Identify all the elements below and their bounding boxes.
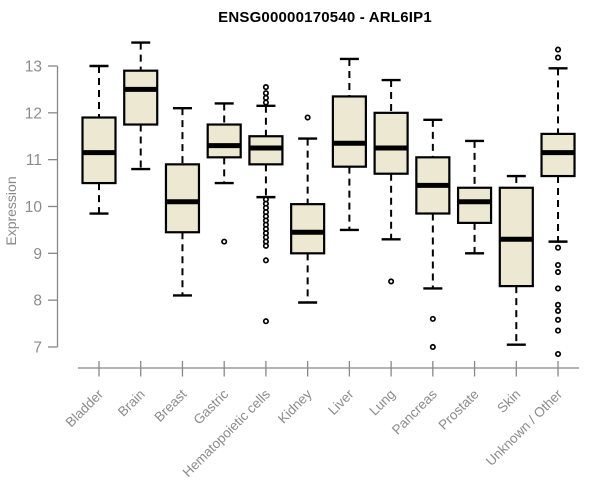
box-prostate <box>456 139 493 255</box>
outlier-point <box>554 46 562 53</box>
box-lung <box>373 78 409 285</box>
x-tick-label: Pancreas <box>389 386 440 437</box>
x-tick-label: Liver <box>325 386 357 418</box>
iqr-box <box>373 111 409 175</box>
outlier-point <box>554 269 562 276</box>
x-tick-label: Gastric <box>190 386 231 427</box>
outlier-point <box>262 257 269 264</box>
outlier-point <box>262 84 269 91</box>
y-tick-label: 12 <box>25 105 42 122</box>
y-tick-label: 10 <box>25 199 43 216</box>
iqr-box <box>290 203 326 255</box>
outlier-point <box>554 327 562 334</box>
outlier-point <box>429 315 436 322</box>
box-gastric <box>206 102 242 245</box>
box-kidney <box>290 114 326 304</box>
outlier-point <box>429 343 436 351</box>
box-pancreas <box>415 118 451 351</box>
box-skin <box>498 174 534 346</box>
outlier-point <box>304 114 311 121</box>
y-tick-label: 7 <box>33 340 42 357</box>
outlier-point <box>262 90 269 97</box>
outlier-point <box>554 301 562 308</box>
outlier-point <box>262 94 269 101</box>
iqr-box <box>123 69 159 126</box>
x-tick-label: Brain <box>115 387 148 420</box>
x-tick-label: Breast <box>151 386 189 424</box>
outlier-point <box>221 238 228 245</box>
x-tick-label: Unknown / Other <box>483 386 566 469</box>
box-bladder <box>81 64 117 215</box>
y-axis-label: Expression <box>3 176 19 246</box>
iqr-box <box>456 186 493 224</box>
iqr-box <box>206 123 242 159</box>
iqr-box <box>331 95 367 168</box>
outlier-point <box>554 261 562 269</box>
y-tick-label: 8 <box>33 293 42 310</box>
iqr-box <box>164 163 201 234</box>
outlier-point <box>262 318 269 325</box>
outlier-point <box>262 99 269 106</box>
box-hematopoietic-cells <box>248 84 284 325</box>
y-tick-label: 13 <box>25 59 42 76</box>
outlier-point <box>554 54 562 61</box>
x-tick-label: Lung <box>366 387 398 419</box>
x-tick-label: Skin <box>494 387 523 416</box>
outlier-point <box>388 278 395 285</box>
outlier-point <box>554 307 562 314</box>
box-unknown-other <box>540 46 576 358</box>
y-tick-label: 11 <box>26 152 42 169</box>
outlier-point <box>554 244 562 251</box>
x-tick-label: Kidney <box>275 386 315 426</box>
outlier-point <box>554 285 562 292</box>
x-tick-label: Bladder <box>63 386 107 430</box>
box-breast <box>164 106 201 297</box>
box-brain <box>123 41 159 171</box>
outlier-point <box>554 316 562 323</box>
x-tick-label: Prostate <box>436 387 482 433</box>
chart-title: ENSG00000170540 - ARL6IP1 <box>218 9 432 26</box>
y-axis: 7 8 9 10 11 12 13 <box>25 59 59 357</box>
outlier-point <box>262 242 269 249</box>
box-liver <box>331 57 367 232</box>
outlier-point <box>554 350 562 358</box>
y-tick-label: 9 <box>33 246 42 263</box>
